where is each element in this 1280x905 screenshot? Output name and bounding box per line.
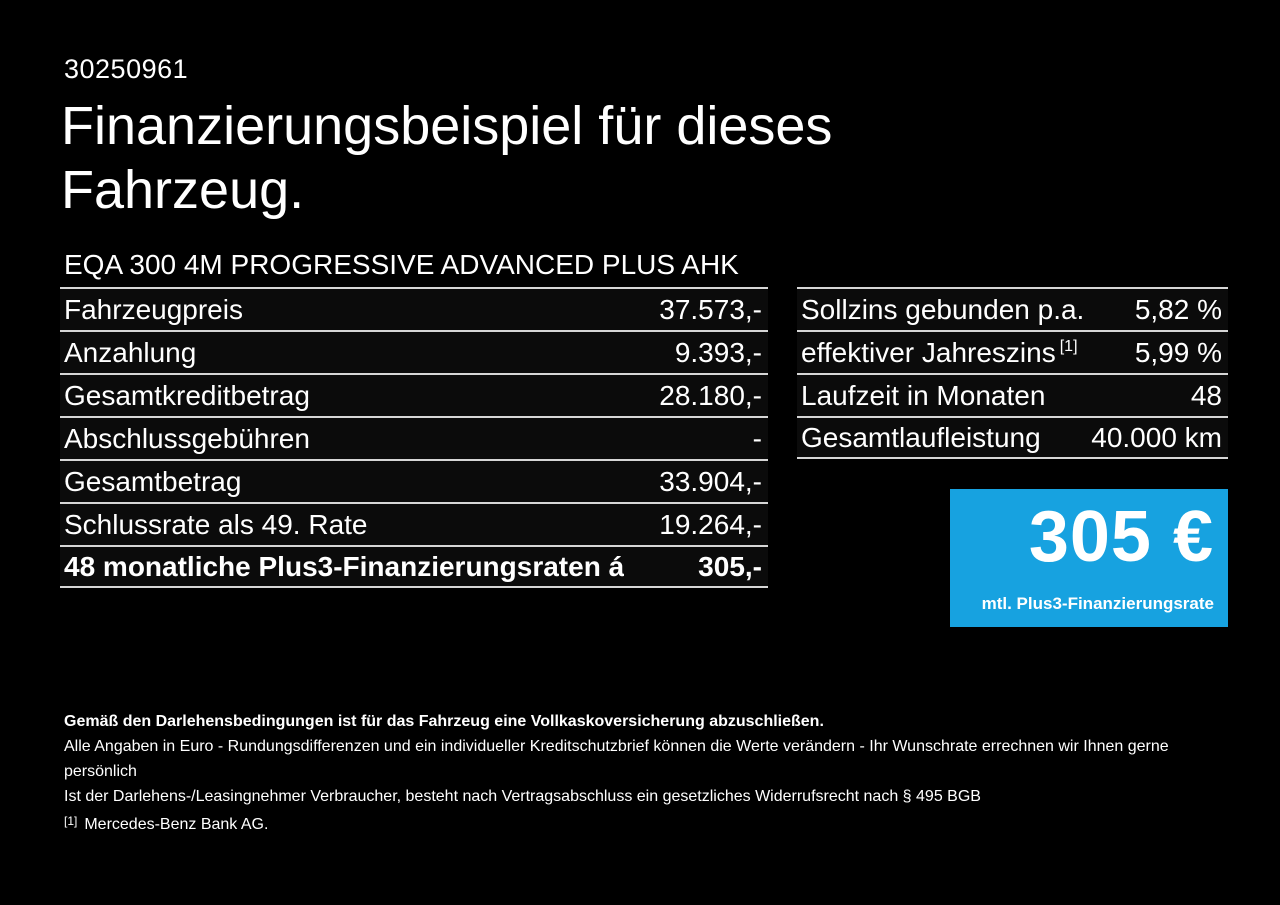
- row-value: 33.904,-: [659, 465, 762, 497]
- row-value: 37.573,-: [659, 293, 762, 325]
- row-label: Laufzeit in Monaten: [801, 379, 1046, 411]
- footnote: [1] Mercedes-Benz Bank AG.: [64, 809, 1224, 837]
- table-row: Anzahlung 9.393,-: [60, 330, 768, 373]
- table-row: Gesamtlaufleistung 40.000 km: [797, 416, 1228, 459]
- table-row: Schlussrate als 49. Rate 19.264,-: [60, 502, 768, 545]
- row-label: Abschlussgebühren: [64, 422, 310, 454]
- row-label: 48 monatliche Plus3-Finanzierungsraten á: [64, 550, 625, 582]
- table-row: Laufzeit in Monaten 48: [797, 373, 1228, 416]
- row-value: 19.264,-: [659, 508, 762, 540]
- row-label: Sollzins gebunden p.a.: [801, 293, 1085, 325]
- row-value: 305,-: [698, 550, 762, 582]
- row-label: Gesamtbetrag: [64, 465, 242, 497]
- table-row: Gesamtkreditbetrag 28.180,-: [60, 373, 768, 416]
- row-value: 5,99 %: [1134, 336, 1222, 368]
- financing-table: Fahrzeugpreis 37.573,- Anzahlung 9.393,-…: [60, 287, 768, 588]
- disclaimer-line: Alle Angaben in Euro - Rundungsdifferenz…: [64, 738, 1169, 780]
- monthly-rate-box: 305 € mtl. Plus3-Finanzierungsrate: [950, 489, 1228, 627]
- row-label: Schlussrate als 49. Rate: [64, 508, 368, 540]
- row-label: Anzahlung: [64, 336, 197, 368]
- row-label: Gesamtkreditbetrag: [64, 379, 310, 411]
- footnote-text: Mercedes-Benz Bank AG.: [84, 816, 269, 833]
- page-title-line2: Fahrzeug.: [61, 160, 305, 220]
- offer-number: 30250961: [64, 54, 189, 84]
- table-row: Fahrzeugpreis 37.573,-: [60, 287, 768, 330]
- table-row: Sollzins gebunden p.a. 5,82 %: [797, 287, 1228, 330]
- row-value: 9.393,-: [674, 336, 762, 368]
- page-title: Finanzierungsbeispiel für dieses Fahrzeug…: [61, 94, 832, 222]
- footnote-marker: [1]: [1059, 337, 1078, 355]
- row-value: 48: [1190, 379, 1222, 411]
- table-row: Abschlussgebühren -: [60, 416, 768, 459]
- row-label: Gesamtlaufleistung: [801, 421, 1041, 453]
- table-row: effektiver Jahreszins [1] 5,99 %: [797, 330, 1228, 373]
- page-title-line1: Finanzierungsbeispiel für dieses: [61, 96, 833, 156]
- disclaimer-line: Ist der Darlehens-/Leasingnehmer Verbrau…: [64, 788, 981, 805]
- footnote-marker: [1]: [64, 814, 78, 828]
- row-value: 28.180,-: [659, 379, 762, 411]
- monthly-rate-caption: mtl. Plus3-Finanzierungsrate: [981, 594, 1214, 613]
- monthly-rate-amount: 305 €: [1028, 497, 1214, 577]
- row-value: 5,82 %: [1134, 293, 1222, 325]
- conditions-table: Sollzins gebunden p.a. 5,82 % effektiver…: [797, 287, 1228, 459]
- vehicle-name: EQA 300 4M PROGRESSIVE ADVANCED PLUS AHK: [64, 249, 739, 280]
- footer-notes: Gemäß den Darlehensbedingungen ist für d…: [64, 709, 1224, 837]
- row-value: -: [752, 422, 762, 454]
- table-row-monthly-rate: 48 monatliche Plus3-Finanzierungsraten á…: [60, 545, 768, 588]
- insurance-note: Gemäß den Darlehensbedingungen ist für d…: [64, 713, 824, 730]
- row-label: Fahrzeugpreis: [64, 293, 243, 325]
- table-row: Gesamtbetrag 33.904,-: [60, 459, 768, 502]
- row-label: effektiver Jahreszins [1]: [801, 336, 1078, 368]
- row-value: 40.000 km: [1091, 421, 1222, 453]
